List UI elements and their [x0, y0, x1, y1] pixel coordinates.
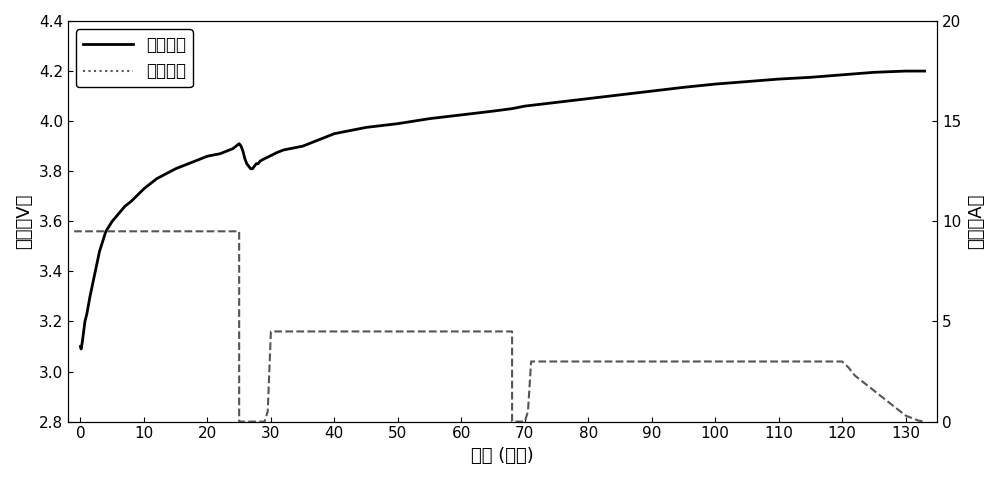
充电电流	[233, 419, 245, 424]
充电电压	[919, 68, 931, 74]
充电电流	[512, 419, 524, 424]
充电电流	[516, 419, 528, 424]
充电电流	[246, 419, 258, 424]
充电电流	[259, 419, 271, 424]
充电电流	[243, 419, 255, 424]
Y-axis label: 电流（A）: 电流（A）	[967, 193, 985, 249]
充电电流	[836, 359, 848, 364]
充电电压	[151, 176, 163, 181]
Line: 充电电压: 充电电压	[80, 71, 925, 349]
充电电压	[75, 346, 87, 352]
充电电流	[509, 419, 521, 424]
充电电流	[68, 228, 80, 234]
充电电流	[268, 329, 280, 335]
充电电流	[255, 419, 267, 424]
充电电流	[842, 365, 854, 371]
充电电流	[506, 329, 518, 335]
充电电压	[245, 166, 257, 171]
充电电流	[233, 228, 245, 234]
充电电流	[525, 359, 537, 364]
充电电压	[677, 84, 689, 90]
充电电流	[249, 419, 261, 424]
充电电流	[874, 393, 886, 398]
充电电压	[256, 157, 268, 163]
充电电流	[887, 403, 899, 408]
充电电流	[252, 419, 264, 424]
充电电流	[240, 419, 252, 424]
充电电流	[912, 418, 924, 423]
Legend: 充电电压, 充电电流: 充电电压, 充电电流	[76, 29, 193, 87]
充电电压	[214, 151, 226, 156]
Line: 充电电流: 充电电流	[74, 231, 925, 421]
充电电流	[849, 372, 861, 378]
充电电流	[900, 413, 912, 419]
X-axis label: 时间 (分钟): 时间 (分钟)	[471, 447, 534, 465]
充电电流	[271, 329, 283, 335]
充电电流	[236, 419, 248, 424]
充电电流	[74, 228, 86, 234]
Y-axis label: 电压（V）: 电压（V）	[15, 193, 33, 249]
充电电流	[862, 383, 874, 388]
充电电流	[265, 329, 277, 335]
充电电流	[506, 419, 518, 424]
充电电压	[900, 68, 912, 74]
充电电流	[262, 408, 274, 414]
充电电压	[836, 72, 848, 78]
充电电流	[74, 228, 86, 234]
充电电流	[519, 419, 531, 424]
充电电流	[919, 419, 931, 424]
充电电压	[74, 344, 86, 349]
充电电流	[522, 408, 534, 414]
